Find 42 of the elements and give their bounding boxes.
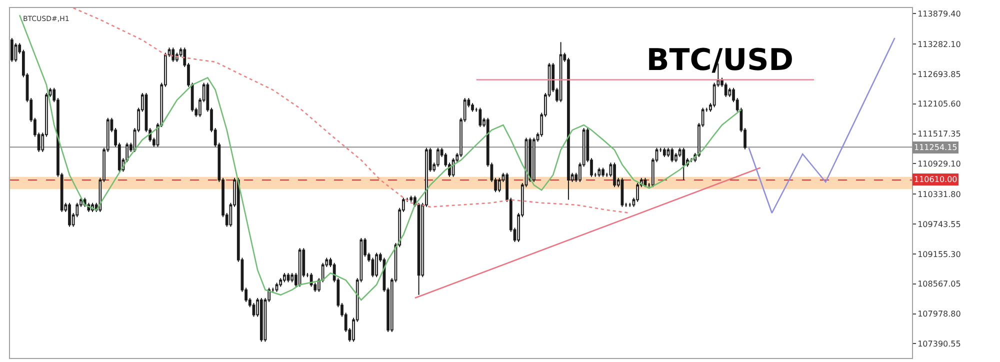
y-tick-label: 112105.60	[918, 100, 961, 109]
candlestick	[728, 87, 732, 98]
candlestick	[602, 167, 604, 178]
y-tick-label: 110331.80	[918, 190, 961, 199]
candlestick	[666, 147, 670, 158]
candlestick	[498, 177, 501, 193]
y-tick-label: 113282.10	[918, 40, 961, 49]
candlestick	[375, 252, 378, 278]
y-tick-label: 109743.55	[918, 220, 961, 229]
candlestick	[172, 47, 175, 62]
y-tick-label: 107390.55	[918, 340, 961, 349]
y-tick-label: 110929.10	[918, 160, 961, 169]
candlestick	[613, 162, 616, 188]
y-tick-label: 111517.35	[918, 130, 961, 139]
candlestick	[286, 272, 290, 283]
candlestick	[478, 107, 482, 128]
candlestick	[506, 172, 508, 202]
candlestick	[318, 278, 320, 292]
y-tick-label: 109155.30	[918, 250, 961, 259]
candlestick	[670, 147, 674, 163]
y-tick-label: 107978.80	[918, 310, 961, 319]
candlestick	[662, 147, 666, 158]
candlestick	[674, 152, 678, 163]
candlestick	[682, 147, 686, 180]
y-tick-label: 113879.40	[918, 9, 961, 18]
candlestick	[10, 38, 14, 62]
candlestick	[68, 202, 71, 228]
candlestick	[598, 167, 601, 178]
ref-line-label: 111254.15	[914, 143, 958, 152]
candlestick	[406, 197, 409, 202]
candlestick	[290, 272, 294, 283]
y-tick-label: 108567.05	[918, 280, 961, 289]
line-series	[72, 8, 631, 214]
y-tick-label: 112693.85	[918, 70, 961, 79]
text: BTC/USD	[646, 43, 794, 78]
candlestick	[567, 57, 570, 200]
candlestick	[283, 272, 286, 283]
candlestick	[260, 297, 263, 342]
candlestick	[321, 262, 324, 283]
candlestick	[628, 202, 632, 208]
candlestick	[275, 282, 278, 292]
ref-line-label: 110610.00	[914, 175, 958, 184]
